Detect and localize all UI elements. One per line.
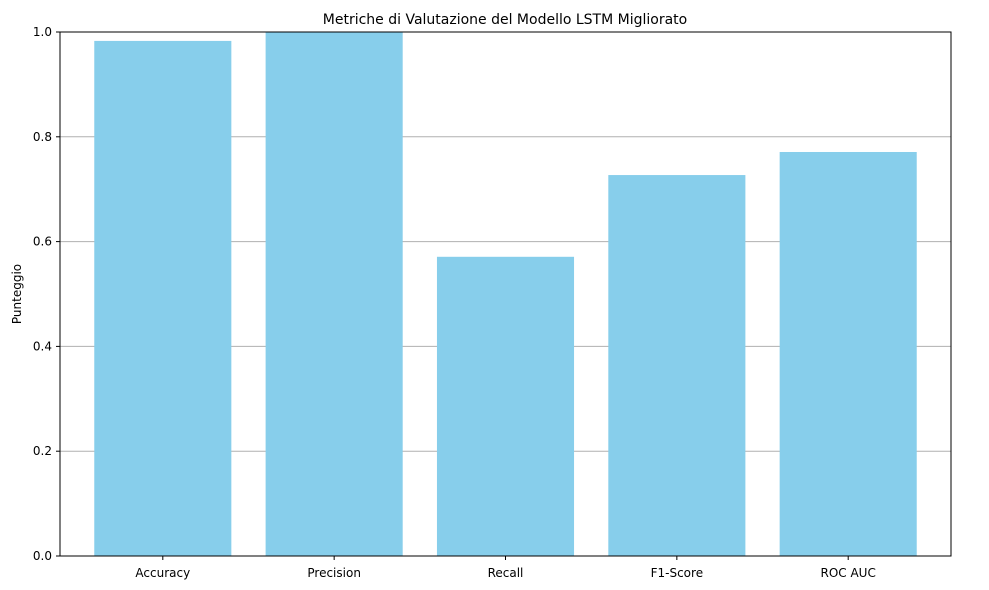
y-axis-label: Punteggio	[10, 264, 24, 324]
x-tick-label: Precision	[307, 566, 361, 580]
y-tick-label: 0.6	[33, 235, 52, 249]
x-tick-label: F1-Score	[651, 566, 703, 580]
x-tick-label: Recall	[488, 566, 524, 580]
y-tick-label: 0.2	[33, 444, 52, 458]
x-tick-label: Accuracy	[135, 566, 190, 580]
y-tick-label: 0.0	[33, 549, 52, 563]
bars	[94, 32, 917, 556]
x-tick-label: ROC AUC	[821, 566, 876, 580]
y-tick-label: 1.0	[33, 25, 52, 39]
y-tick-label: 0.4	[33, 339, 52, 353]
bar	[265, 32, 403, 556]
bar	[779, 151, 917, 556]
x-axis-ticks: Accuracy Precision Recall F1-Score ROC AUC	[135, 556, 876, 580]
bar	[436, 256, 575, 556]
y-axis-ticks: 0.0 0.2 0.4 0.6 0.8 1.0	[33, 25, 60, 563]
y-tick-label: 0.8	[33, 130, 52, 144]
bar	[94, 40, 232, 556]
chart-title: Metriche di Valutazione del Modello LSTM…	[323, 12, 687, 28]
bar	[608, 175, 746, 556]
